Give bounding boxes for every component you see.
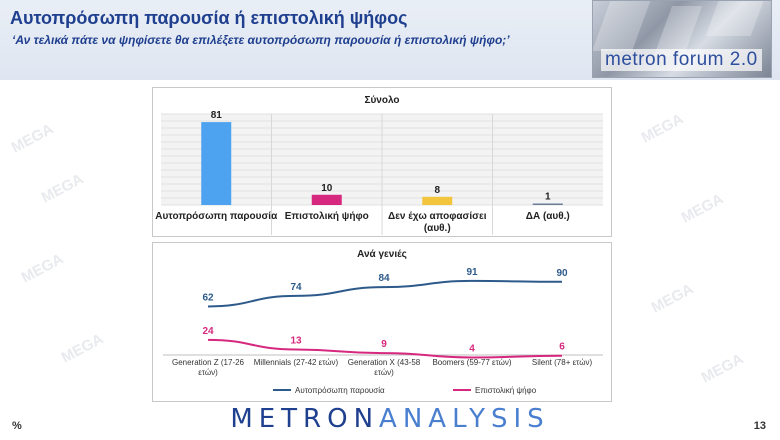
- watermark: MEGA: [8, 120, 57, 157]
- data-label: 24: [202, 326, 214, 337]
- bar: [422, 196, 453, 205]
- legend-entry: Αυτοπρόσωπη παρουσία: [295, 386, 385, 395]
- category-label: (αυθ.): [424, 223, 451, 234]
- bar: [532, 203, 563, 205]
- data-label: 84: [378, 273, 390, 284]
- data-label: 6: [559, 342, 565, 353]
- category-label: Δεν έχω αποφασίσει: [388, 211, 487, 222]
- brand-part-1: METRON: [230, 404, 380, 434]
- watermark: MEGA: [58, 330, 107, 367]
- data-label: 62: [202, 292, 214, 303]
- legend-entry: Επιστολική ψήφο: [475, 386, 537, 395]
- data-label: 91: [466, 267, 478, 278]
- page-title: Αυτοπρόσωπη παρουσία ή επιστολική ψήφος: [10, 8, 408, 28]
- logo-text: metron forum 2.0: [601, 49, 762, 71]
- generation-chart-panel: Ανά γενιές 62 74 84 91 90 24 13 9 4 6 Generation Z…: [152, 242, 612, 402]
- series-line: [207, 338, 563, 359]
- total-chart-panel: Σύνολο 81 Αυτοπρόσωπη παρουσία 10 Επιστολικ…: [152, 87, 612, 237]
- watermark: MEGA: [638, 110, 687, 147]
- metron-forum-logo: metron forum 2.0: [592, 0, 772, 78]
- category-label: ΔΑ (αυθ.): [526, 211, 570, 222]
- total-chart-title: Σύνολο: [364, 95, 400, 106]
- category-label: Generation X (43-58: [348, 358, 421, 367]
- brand-part-2: ANALYSIS: [379, 404, 550, 434]
- header-banner: Αυτοπρόσωπη παρουσία ή επιστολική ψήφος …: [0, 0, 780, 80]
- category-label: Επιστολική ψήφο: [285, 211, 369, 222]
- data-label: 9: [381, 339, 387, 350]
- category-label: Αυτοπρόσωπη παρουσία: [155, 211, 278, 222]
- data-label: 1: [545, 192, 551, 203]
- bar: [311, 194, 342, 205]
- series-line: [207, 279, 563, 308]
- category-label: Boomers (59-77 ετών): [432, 358, 511, 367]
- category-label: Generation Z (17-26: [172, 358, 245, 367]
- watermark: MEGA: [18, 250, 67, 287]
- data-label: 10: [321, 183, 333, 194]
- percent-label: %: [12, 420, 22, 432]
- watermark: MEGA: [698, 350, 747, 387]
- data-label: 74: [290, 282, 302, 293]
- page-number: 13: [753, 420, 766, 432]
- data-label: 13: [290, 336, 302, 347]
- category-label: Millennials (27-42 ετών): [254, 358, 339, 367]
- category-label: ετών): [374, 368, 394, 377]
- category-label: ετών): [198, 368, 218, 377]
- watermark: MEGA: [38, 170, 87, 207]
- category-label: Silent (78+ ετών): [532, 358, 593, 367]
- watermark: MEGA: [648, 280, 697, 317]
- data-label: 4: [469, 343, 475, 354]
- data-label: 81: [211, 110, 223, 121]
- metron-analysis-brand: METRONANALYSIS: [0, 404, 780, 434]
- bar: [201, 122, 232, 205]
- data-label: 8: [434, 185, 440, 196]
- generation-chart-title: Ανά γενιές: [357, 249, 407, 260]
- data-label: 90: [556, 268, 568, 279]
- page-subtitle: ‘Αν τελικά πάτε να ψηφίσετε θα επιλέξετε…: [12, 33, 510, 47]
- watermark: MEGA: [678, 190, 727, 227]
